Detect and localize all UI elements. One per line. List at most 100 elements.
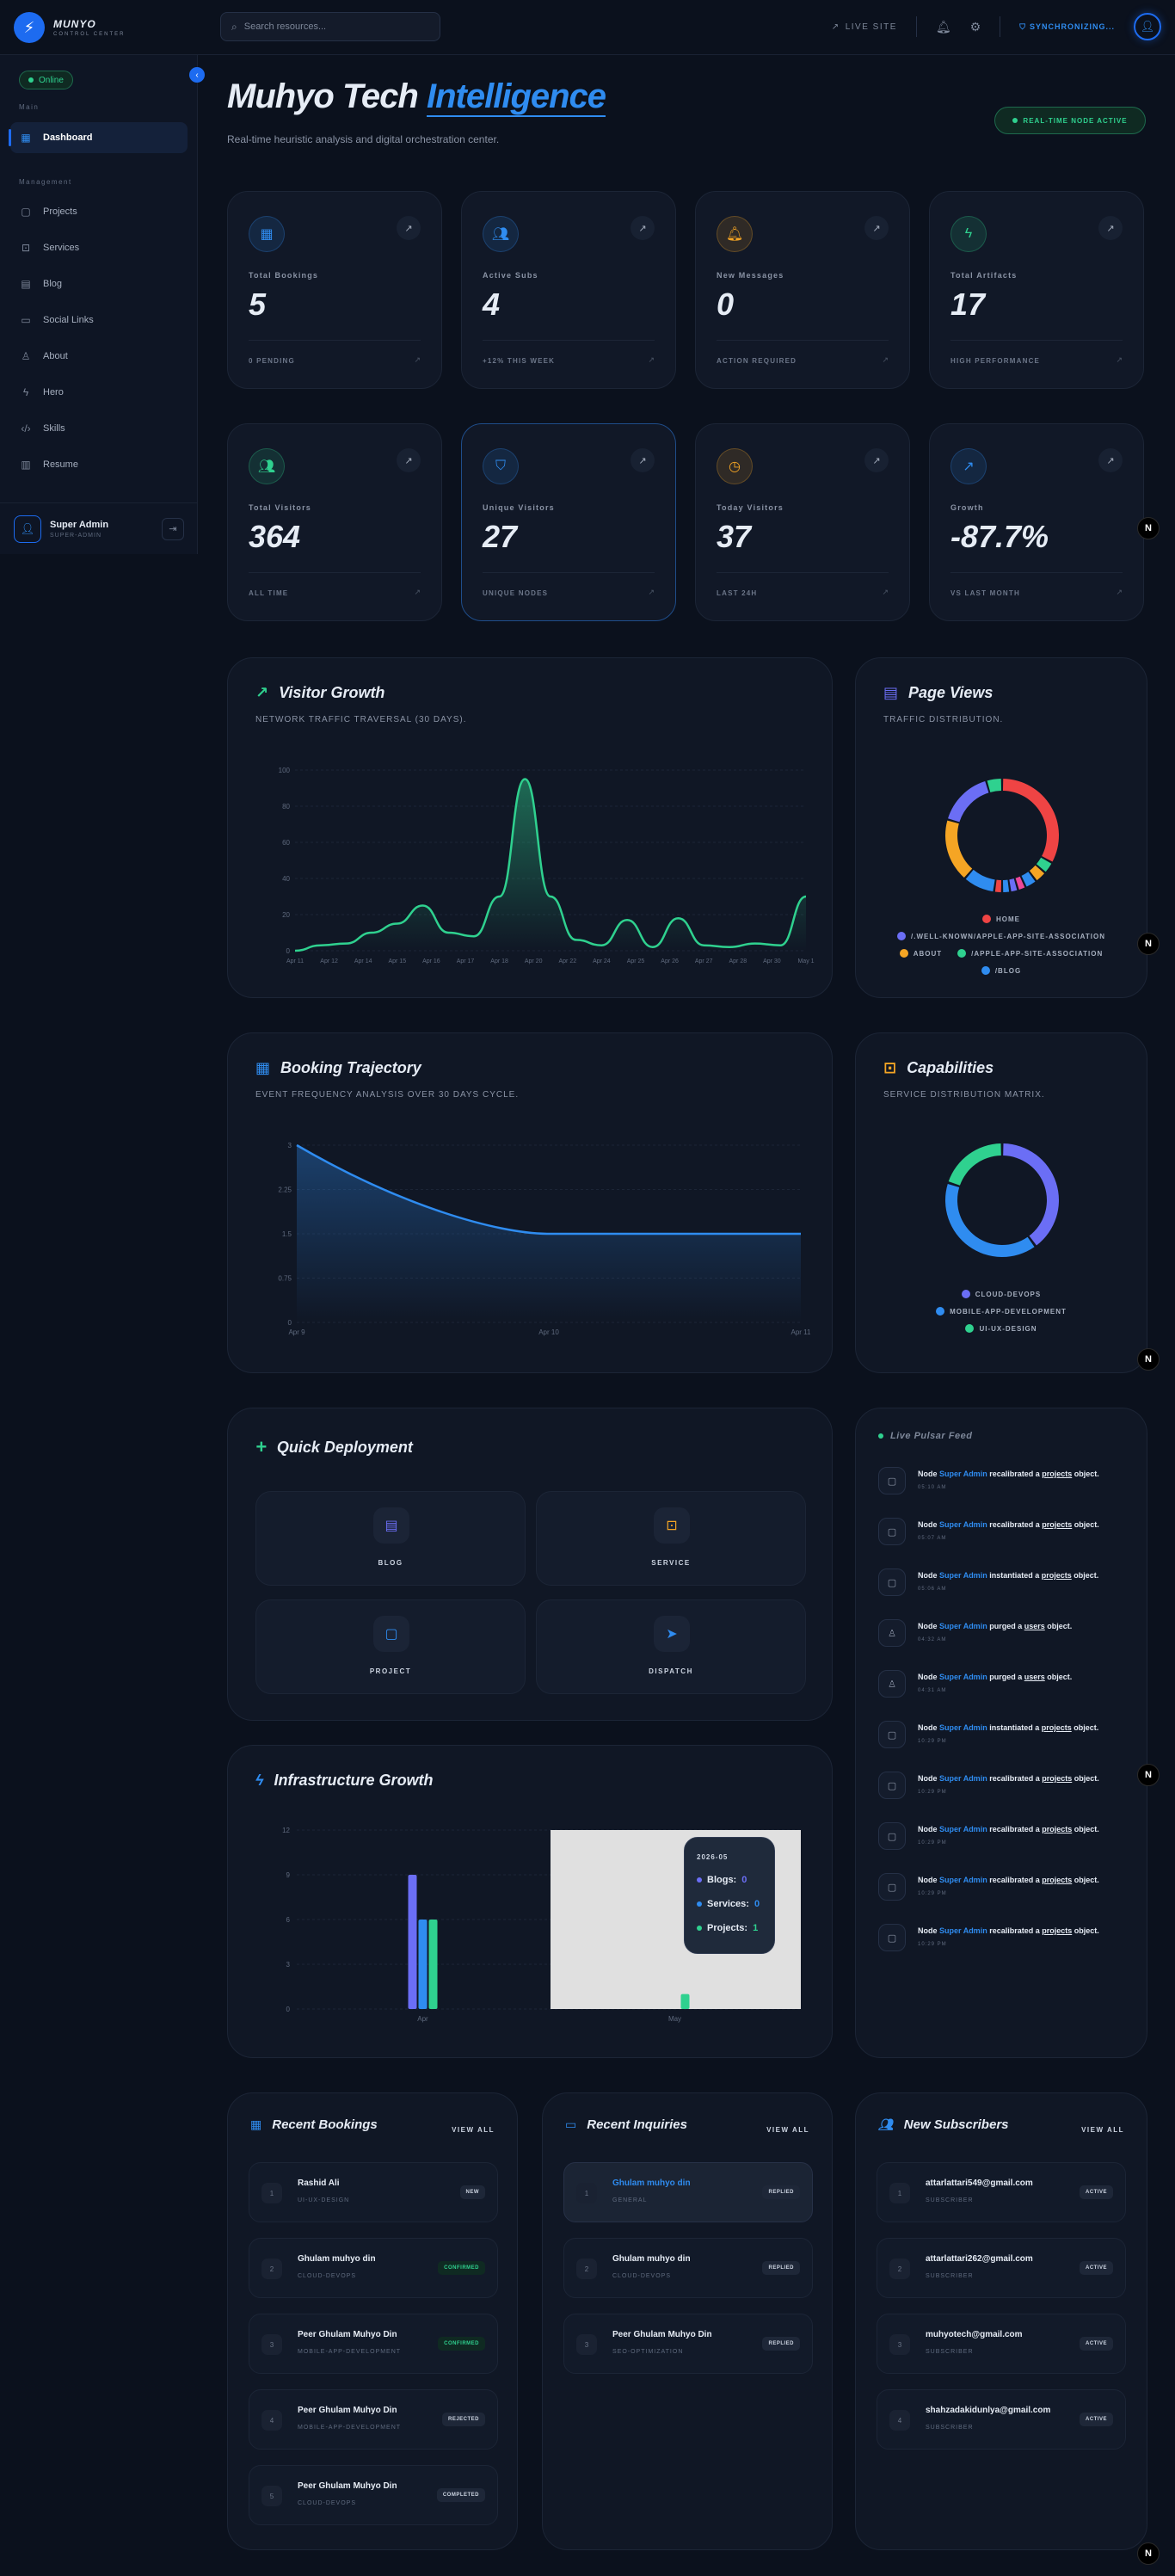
- avatar[interactable]: 👤︎: [14, 515, 41, 543]
- list-item[interactable]: 3 Peer Ghulam Muhyo Din SEO-OPTIMIZATION RE…: [563, 2314, 813, 2374]
- feed-item[interactable]: ▢ Node Super Admin recalibrated a project…: [878, 1924, 1128, 1967]
- feed-item[interactable]: ♙ Node Super Admin purged a users object.…: [878, 1619, 1128, 1662]
- legend-item[interactable]: HOME: [982, 915, 1020, 923]
- sidebar-item-services[interactable]: ⊡ Services: [10, 232, 188, 263]
- logout-button[interactable]: ⇥: [162, 517, 184, 540]
- feed-user[interactable]: Super Admin: [939, 1825, 987, 1833]
- arrow-up-right-icon[interactable]: ↗: [864, 448, 889, 472]
- search-box[interactable]: ⌕: [220, 12, 440, 41]
- feed-user[interactable]: Super Admin: [939, 1470, 987, 1478]
- feed-user[interactable]: Super Admin: [939, 1876, 987, 1884]
- dev-badge-icon[interactable]: N: [1137, 1348, 1160, 1371]
- stat-card[interactable]: 👥︎ ↗ Active Subs 4 +12% THIS WEEK ↗: [461, 191, 676, 389]
- quick-service-button[interactable]: ⊡ SERVICE: [536, 1491, 806, 1586]
- feed-item[interactable]: ♙ Node Super Admin purged a users object.…: [878, 1670, 1128, 1713]
- view-all-inquiries-link[interactable]: VIEW ALL: [766, 2126, 809, 2134]
- stat-card[interactable]: 🔔︎ ↗ New Messages 0 ACTION REQUIRED ↗: [695, 191, 910, 389]
- list-item[interactable]: 4 Peer Ghulam Muhyo Din MOBILE-APP-DEVELOP…: [249, 2389, 498, 2450]
- series-line: [296, 1143, 801, 1236]
- feed-item[interactable]: ▢ Node Super Admin recalibrated a project…: [878, 1822, 1128, 1865]
- sidebar-item-resume[interactable]: ▥ Resume: [10, 449, 188, 480]
- feed-time: 05:10 AM: [918, 1485, 947, 1490]
- feed-item[interactable]: ▢ Node Super Admin recalibrated a project…: [878, 1518, 1128, 1561]
- legend-item[interactable]: MOBILE-APP-DEVELOPMENT: [936, 1307, 1067, 1316]
- quick-blog-button[interactable]: ▤ BLOG: [255, 1491, 526, 1586]
- quick-label: SERVICE: [651, 1559, 691, 1567]
- feed-user[interactable]: Super Admin: [939, 1926, 987, 1935]
- feed-item[interactable]: ▢ Node Super Admin recalibrated a project…: [878, 1467, 1128, 1510]
- arrow-up-right-icon[interactable]: ↗: [631, 448, 655, 472]
- quick-project-button[interactable]: ▢ PROJECT: [255, 1599, 526, 1694]
- feed-item[interactable]: ▢ Node Super Admin instantiated a project…: [878, 1568, 1128, 1612]
- list-item[interactable]: 2 attarlattari262@gmail.com SUBSCRIBER ACTI…: [877, 2238, 1126, 2298]
- legend-item[interactable]: /BLOG: [981, 966, 1021, 975]
- arrow-up-right-icon[interactable]: ↗: [631, 216, 655, 240]
- arrow-up-right-icon[interactable]: ↗: [1098, 216, 1123, 240]
- collapse-sidebar-button[interactable]: ‹: [189, 67, 205, 83]
- stat-card[interactable]: ↗ ↗ Growth -87.7% VS LAST MONTH ↗: [929, 423, 1144, 621]
- list-item[interactable]: 2 Ghulam muhyo din CLOUD-DEVOPS CONFIRMED: [249, 2238, 498, 2298]
- feed-user[interactable]: Super Admin: [939, 1723, 987, 1732]
- briefcase-icon: ▢: [878, 1772, 906, 1799]
- feed-item[interactable]: ▢ Node Super Admin recalibrated a project…: [878, 1772, 1128, 1815]
- sidebar-item-label: Dashboard: [43, 132, 93, 143]
- arrow-up-right-icon[interactable]: ↗: [1098, 448, 1123, 472]
- feed-user[interactable]: Super Admin: [939, 1520, 987, 1529]
- bar-projects[interactable]: [680, 1994, 690, 2009]
- list-item[interactable]: 5 Peer Ghulam Muhyo Din CLOUD-DEVOPS COMPLE…: [249, 2465, 498, 2525]
- stat-card[interactable]: ⛉ ↗ Unique Visitors 27 UNIQUE NODES ↗: [461, 423, 676, 621]
- legend-item[interactable]: CLOUD-DEVOPS: [961, 1290, 1041, 1298]
- sidebar-item-dashboard[interactable]: ▦ Dashboard: [9, 122, 188, 153]
- dev-badge-icon[interactable]: N: [1137, 2542, 1160, 2565]
- list-item[interactable]: 3 muhyotech@gmail.com SUBSCRIBER ACTIVE: [877, 2314, 1126, 2374]
- sidebar-item-skills[interactable]: ‹/› Skills: [10, 413, 188, 444]
- dev-badge-icon[interactable]: N: [1137, 933, 1160, 955]
- legend-item[interactable]: UI-UX-DESIGN: [965, 1324, 1037, 1333]
- list-item[interactable]: 4 shahzadakidunlya@gmail.com SUBSCRIBER ACT…: [877, 2389, 1126, 2450]
- list-item[interactable]: 1 attarlattari549@gmail.com SUBSCRIBER ACTI…: [877, 2162, 1126, 2222]
- dev-badge-icon[interactable]: N: [1137, 517, 1160, 539]
- legend-item[interactable]: /APPLE-APP-SITE-ASSOCIATION: [957, 949, 1103, 958]
- bar-projects[interactable]: [428, 1920, 438, 2009]
- user-avatar[interactable]: 👤︎: [1134, 13, 1161, 40]
- brand[interactable]: ⚡ MUNYO CONTROL CENTER: [14, 12, 125, 43]
- gear-icon[interactable]: ⚙: [969, 19, 981, 34]
- arrow-up-right-icon[interactable]: ↗: [397, 448, 421, 472]
- feed-user[interactable]: Super Admin: [939, 1774, 987, 1783]
- arrow-up-right-icon[interactable]: ↗: [864, 216, 889, 240]
- stat-card[interactable]: ▦ ↗ Total Bookings 5 0 PENDING ↗: [227, 191, 442, 389]
- feed-user[interactable]: Super Admin: [939, 1673, 987, 1681]
- dev-badge-icon[interactable]: N: [1137, 1764, 1160, 1786]
- quick-dispatch-button[interactable]: ➤ DISPATCH: [536, 1599, 806, 1694]
- legend-item[interactable]: ABOUT: [899, 949, 942, 958]
- list-item[interactable]: 1 Rashid Ali UI-UX-DESIGN NEW: [249, 2162, 498, 2222]
- search-input[interactable]: [243, 22, 416, 32]
- feed-item[interactable]: ▢ Node Super Admin instantiated a project…: [878, 1721, 1128, 1764]
- sidebar-item-about[interactable]: ♙ About: [10, 341, 188, 372]
- bar-blogs[interactable]: [408, 1875, 417, 2009]
- stat-value: 0: [717, 287, 735, 322]
- view-all-bookings-link[interactable]: VIEW ALL: [452, 2126, 495, 2134]
- y-tick-label: 3: [286, 1961, 291, 1969]
- stat-card[interactable]: ◷ ↗ Today Visitors 37 LAST 24H ↗: [695, 423, 910, 621]
- view-all-subscribers-link[interactable]: VIEW ALL: [1081, 2126, 1124, 2134]
- sidebar-item-projects[interactable]: ▢ Projects: [10, 196, 188, 227]
- list-item[interactable]: 3 Peer Ghulam Muhyo Din MOBILE-APP-DEVELOP…: [249, 2314, 498, 2374]
- sidebar-item-hero[interactable]: ϟ Hero: [10, 377, 188, 408]
- feed-user[interactable]: Super Admin: [939, 1622, 987, 1630]
- series-dot: [697, 1877, 702, 1883]
- bell-icon[interactable]: 🔔︎: [935, 19, 951, 34]
- list-item[interactable]: 2 Ghulam muhyo din CLOUD-DEVOPS REPLIED: [563, 2238, 813, 2298]
- sidebar-item-social-links[interactable]: ▭ Social Links: [10, 305, 188, 336]
- feed-item[interactable]: ▢ Node Super Admin recalibrated a project…: [878, 1873, 1128, 1916]
- arrow-up-right-icon[interactable]: ↗: [397, 216, 421, 240]
- feed-object: projects: [1042, 1825, 1073, 1833]
- live-site-link[interactable]: ↗ LIVE SITE: [832, 22, 897, 32]
- stat-card[interactable]: 👥︎ ↗ Total Visitors 364 ALL TIME ↗: [227, 423, 442, 621]
- legend-item[interactable]: /.WELL-KNOWN/APPLE-APP-SITE-ASSOCIATION: [897, 932, 1105, 940]
- feed-user[interactable]: Super Admin: [939, 1571, 987, 1580]
- bar-services[interactable]: [418, 1920, 428, 2009]
- sidebar-item-blog[interactable]: ▤ Blog: [10, 268, 188, 299]
- stat-card[interactable]: ϟ ↗ Total Artifacts 17 HIGH PERFORMANCE ↗: [929, 191, 1144, 389]
- list-item[interactable]: 1 Ghulam muhyo din GENERAL REPLIED: [563, 2162, 813, 2222]
